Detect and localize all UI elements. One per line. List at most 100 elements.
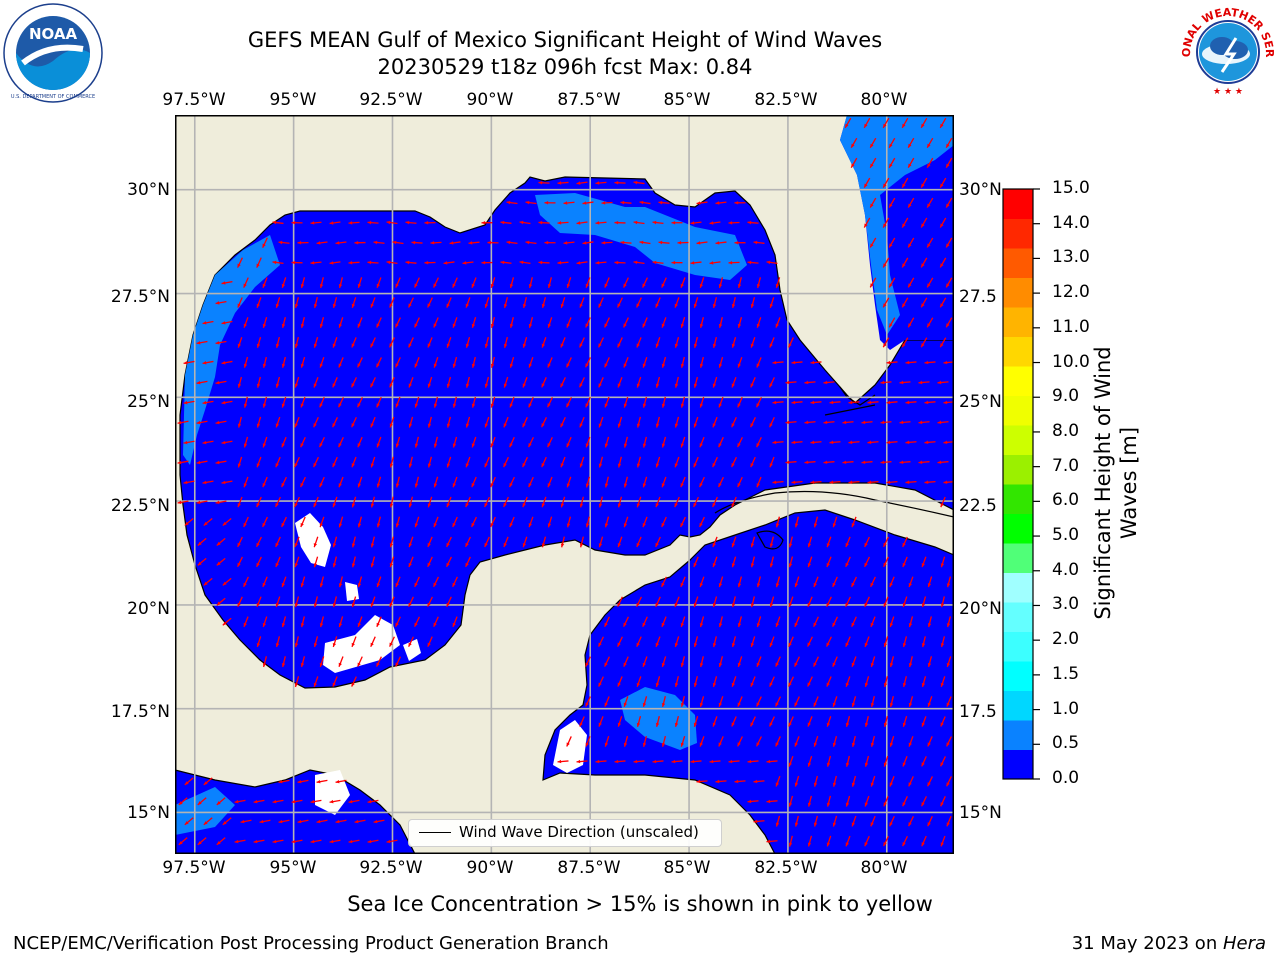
wave-direction-arrow: [177, 500, 189, 505]
wave-direction-arrow: [313, 456, 319, 468]
wave-direction-arrow: [316, 819, 328, 824]
wave-direction-arrow: [262, 396, 268, 408]
lat-label-left: 27.5°N: [110, 287, 170, 307]
wave-direction-arrow: [354, 819, 366, 824]
wave-direction-arrow: [294, 416, 300, 428]
wave-direction-arrow: [939, 297, 947, 308]
wave-direction-arrow: [848, 480, 860, 484]
wave-direction-arrow: [775, 656, 781, 667]
wave-direction-arrow: [718, 356, 724, 368]
wave-direction-arrow: [882, 257, 890, 268]
colorbar-segment: [1003, 602, 1033, 632]
colorbar-segment: [1003, 277, 1033, 308]
wave-direction-arrow: [389, 596, 395, 608]
wave-direction-arrow: [278, 819, 290, 824]
wave-direction-arrow: [259, 819, 271, 824]
wave-direction-arrow: [655, 456, 661, 468]
wave-direction-arrow: [927, 656, 933, 668]
wave-direction-arrow: [813, 616, 819, 627]
wave-direction-arrow: [712, 297, 718, 309]
wave-direction-arrow: [617, 337, 623, 348]
wave-direction-arrow: [734, 779, 746, 784]
wave-direction-arrow: [661, 616, 667, 628]
wave-direction-arrow: [655, 337, 661, 348]
wave-direction-arrow: [636, 456, 642, 468]
wave-direction-arrow: [718, 396, 724, 408]
lon-label-top: 95°W: [269, 90, 317, 110]
footer-date: 31 May 2023 on Hera: [1072, 933, 1266, 954]
wave-direction-arrow: [370, 416, 376, 428]
wave-direction-arrow: [671, 260, 683, 265]
wave-direction-arrow: [712, 716, 718, 727]
wave-direction-arrow: [882, 337, 890, 348]
wave-direction-arrow: [661, 735, 667, 747]
wave-direction-arrow: [319, 317, 325, 328]
wave-direction-arrow: [794, 696, 800, 707]
sea-ice-note: Sea Ice Concentration > 15% is shown in …: [347, 892, 933, 916]
wave-direction-arrow: [671, 221, 683, 225]
wave-direction-arrow: [348, 221, 360, 225]
wave-direction-arrow: [901, 117, 909, 129]
wave-direction-arrow: [598, 676, 604, 687]
wave-direction-arrow: [832, 815, 838, 827]
wave-direction-arrow: [617, 596, 623, 608]
wave-direction-arrow: [221, 360, 233, 365]
wave-direction-arrow: [642, 277, 648, 288]
wave-direction-arrow: [222, 517, 232, 527]
wave-direction-arrow: [888, 157, 896, 168]
wave-direction-arrow: [566, 736, 572, 747]
wave-direction-arrow: [861, 460, 873, 465]
wave-direction-arrow: [376, 357, 382, 368]
wave-direction-arrow: [785, 460, 797, 465]
wave-direction-arrow: [275, 336, 280, 348]
wave-direction-arrow: [926, 137, 934, 149]
wave-direction-arrow: [747, 260, 759, 265]
wave-direction-arrow: [766, 839, 778, 844]
wave-direction-arrow: [408, 337, 414, 348]
wave-direction-arrow: [481, 221, 493, 225]
wave-direction-arrow: [920, 177, 928, 188]
wave-direction-arrow: [237, 536, 243, 548]
wave-direction-arrow: [940, 596, 945, 608]
wave-direction-arrow: [579, 536, 584, 548]
wave-direction-arrow: [427, 536, 433, 548]
wave-direction-arrow: [389, 636, 395, 647]
wave-direction-arrow: [826, 716, 832, 727]
wave-direction-arrow: [620, 200, 632, 205]
wave-direction-arrow: [750, 297, 756, 309]
wave-direction-arrow: [522, 416, 528, 428]
wave-direction-arrow: [338, 516, 344, 528]
wave-direction-arrow: [826, 795, 831, 807]
wave-direction-arrow: [256, 376, 261, 388]
wave-direction-arrow: [750, 716, 756, 727]
wave-direction-arrow: [731, 456, 737, 468]
map-frame: [175, 115, 954, 854]
footer-date-text: 31 May 2023 on: [1071, 933, 1223, 954]
wave-direction-arrow: [807, 716, 813, 727]
wave-direction-arrow: [937, 380, 949, 385]
wave-direction-arrow: [927, 815, 933, 827]
wave-direction-arrow: [541, 297, 547, 309]
wave-direction-arrow: [939, 177, 947, 188]
wave-direction-arrow: [924, 440, 936, 445]
wave-direction-arrow: [750, 377, 756, 388]
wave-direction-arrow: [338, 317, 344, 328]
wave-direction-arrow: [509, 516, 515, 528]
wave-direction-arrow: [348, 261, 360, 265]
wave-direction-arrow: [563, 241, 575, 245]
wave-direction-arrow: [509, 476, 515, 488]
wave-direction-arrow: [351, 676, 357, 687]
wave-direction-arrow: [718, 277, 724, 289]
lon-label-top: 92.5°W: [359, 90, 423, 110]
wave-direction-arrow: [680, 616, 686, 628]
wave-direction-arrow: [826, 835, 832, 847]
wave-direction-arrow: [623, 516, 629, 528]
wave-direction-arrow: [807, 755, 813, 767]
wave-direction-arrow: [262, 356, 267, 368]
wave-direction-arrow: [300, 516, 306, 528]
wave-direction-arrow: [528, 317, 534, 328]
wave-direction-arrow: [234, 839, 246, 844]
wave-direction-arrow: [832, 616, 838, 627]
wave-direction-arrow: [256, 636, 262, 648]
wave-direction-arrow: [731, 416, 737, 428]
